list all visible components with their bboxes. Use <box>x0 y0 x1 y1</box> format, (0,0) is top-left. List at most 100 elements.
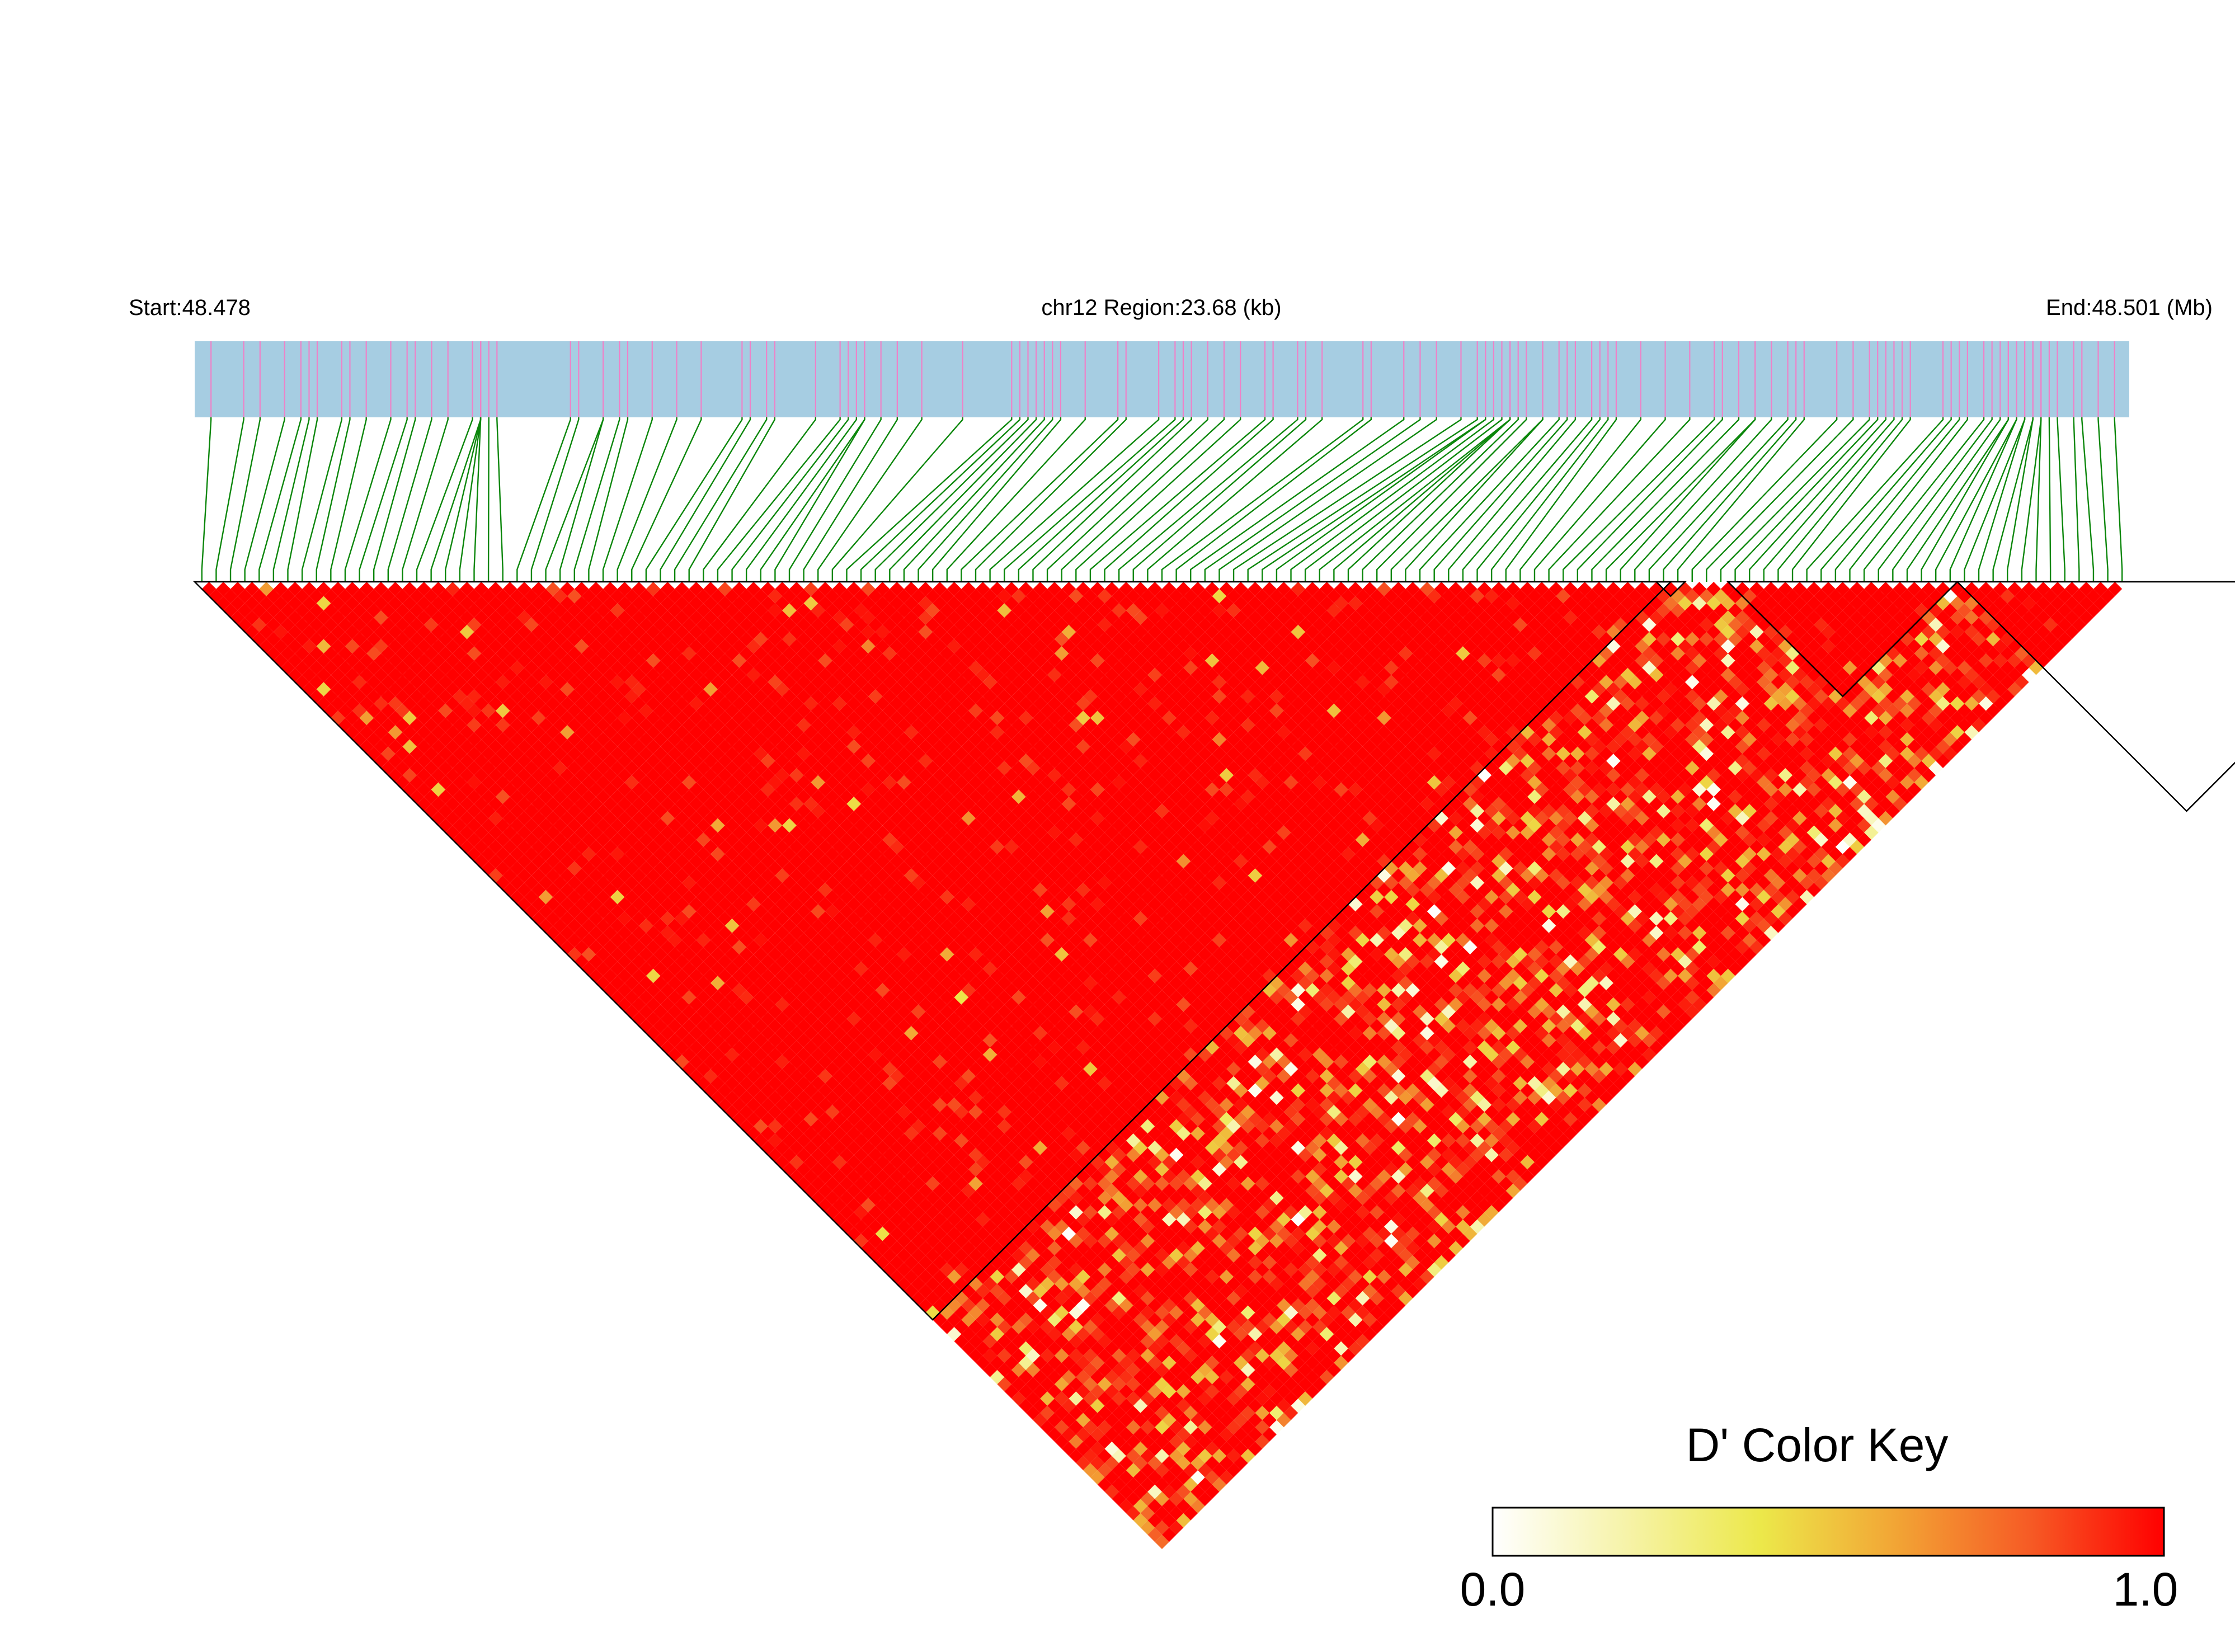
ld-cell <box>603 911 618 926</box>
snp-connector <box>803 417 898 582</box>
ld-cell <box>545 825 561 840</box>
ld-cell <box>1047 1284 1062 1298</box>
ld-cell <box>1011 1305 1026 1320</box>
snp-connectors <box>201 417 2123 582</box>
ld-cell <box>1061 1312 1076 1327</box>
snp-connector <box>1720 417 1870 582</box>
ld-cell <box>431 725 446 740</box>
ld-cell <box>954 1291 969 1306</box>
ld-cell <box>990 1298 1005 1313</box>
ld-cell <box>1133 1499 1148 1513</box>
ld-cell <box>467 746 482 761</box>
snp-connector <box>473 417 482 582</box>
ld-cell <box>1061 1356 1076 1370</box>
ld-cell <box>495 775 510 790</box>
ld-cell <box>1090 1399 1105 1413</box>
ld-cell <box>345 710 360 726</box>
ld-cell <box>366 603 381 618</box>
ld-cell <box>1033 1341 1048 1356</box>
ld-cell <box>782 1019 797 1033</box>
ld-cell <box>481 818 496 833</box>
ld-cell <box>237 589 252 604</box>
snp-connector <box>1104 417 1274 582</box>
ld-cell <box>846 1226 862 1241</box>
ld-cell <box>897 1190 911 1206</box>
ld-cell <box>581 918 596 933</box>
ld-cell <box>832 1098 847 1112</box>
ld-cell <box>904 1241 919 1255</box>
ld-cell <box>1133 1369 1148 1385</box>
ld-cell <box>1155 1391 1169 1406</box>
ld-cell <box>1147 1499 1162 1513</box>
ld-cell <box>832 1198 847 1213</box>
snp-connector <box>1476 417 1601 582</box>
ld-cell <box>1112 1391 1126 1406</box>
snp-connector <box>946 417 1086 582</box>
ld-cell <box>1047 1356 1062 1370</box>
snp-connector <box>559 417 604 582</box>
ld-cell <box>366 632 381 647</box>
ld-cell <box>653 933 668 948</box>
ld-cell <box>982 1291 997 1306</box>
ld-cell <box>1047 1384 1062 1399</box>
snp-connector <box>1147 417 1323 582</box>
ld-cell <box>345 682 360 696</box>
gene-track <box>195 341 2129 417</box>
ld-cell <box>911 1219 926 1234</box>
ld-cell <box>925 1305 940 1320</box>
ld-cell <box>410 703 424 718</box>
ld-cell <box>1155 1506 1169 1521</box>
ld-cell <box>882 1119 897 1134</box>
ld-cell <box>1155 1491 1169 1507</box>
snp-connector <box>961 417 1119 582</box>
ld-cell <box>882 1104 897 1119</box>
ld-cell <box>1097 1477 1112 1492</box>
ld-cell <box>1183 1448 1198 1463</box>
snp-connector <box>774 417 865 582</box>
ld-cell <box>811 1047 826 1062</box>
ld-cell <box>997 1291 1012 1306</box>
ld-cell <box>1104 1399 1119 1413</box>
ld-cell <box>939 1291 954 1306</box>
ld-cell <box>603 840 618 854</box>
ld-cell <box>753 1004 768 1019</box>
ld-cell <box>854 1176 868 1191</box>
ld-cell <box>445 710 460 726</box>
ld-cell <box>1198 1434 1212 1449</box>
ld-cell <box>316 682 331 696</box>
ld-cell <box>732 1083 747 1098</box>
ld-cell <box>1097 1448 1112 1463</box>
ld-cell <box>445 696 460 711</box>
ld-cell <box>632 854 646 869</box>
ld-cell <box>1126 1434 1141 1449</box>
snp-connector <box>1577 417 1723 582</box>
ld-cell <box>918 1284 933 1298</box>
ld-cell <box>410 775 424 790</box>
ld-cell <box>1061 1427 1076 1442</box>
ld-cell <box>732 997 747 1012</box>
ld-cell <box>1018 1269 1033 1284</box>
snp-connector <box>1519 417 1641 582</box>
ld-cell <box>459 825 474 840</box>
ld-cell <box>560 840 575 854</box>
ld-cell <box>861 1212 876 1227</box>
ld-cell <box>811 1033 826 1048</box>
ld-cell <box>603 854 618 869</box>
ld-cell <box>1047 1326 1062 1342</box>
snp-connector <box>1347 417 1511 582</box>
ld-cell <box>904 1269 919 1284</box>
ld-cell <box>703 1040 718 1055</box>
ld-cell <box>280 589 295 604</box>
ld-cell <box>703 954 718 969</box>
ld-cell <box>1018 1341 1033 1356</box>
ld-cell <box>545 897 561 912</box>
ld-cell <box>982 1205 997 1220</box>
ld-cell <box>632 925 646 940</box>
snp-connector <box>545 417 604 582</box>
ld-cell <box>947 1326 962 1342</box>
ld-cell <box>753 976 768 991</box>
ld-cell <box>201 582 217 596</box>
ld-cell <box>467 732 482 747</box>
ld-cell <box>495 718 510 732</box>
ld-cell <box>1104 1427 1119 1442</box>
